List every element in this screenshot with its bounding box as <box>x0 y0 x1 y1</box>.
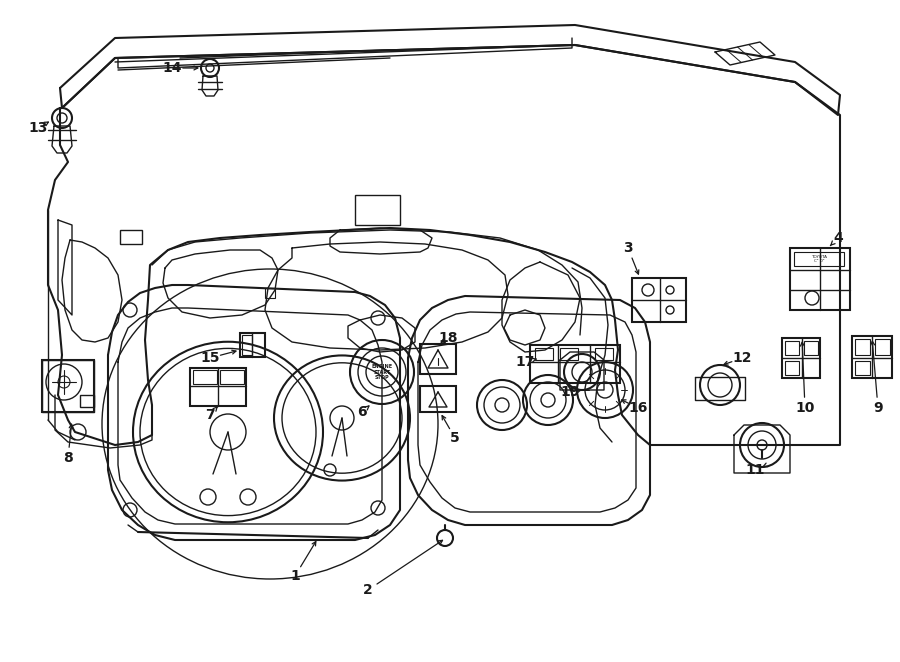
Text: TOYOTA
C² D²: TOYOTA C² D² <box>811 255 827 263</box>
Bar <box>794 252 844 266</box>
Text: 14: 14 <box>162 61 182 75</box>
Text: 8: 8 <box>63 451 73 465</box>
Bar <box>120 230 142 244</box>
Text: 9: 9 <box>873 401 883 415</box>
Text: 12: 12 <box>733 351 751 365</box>
Text: 19: 19 <box>561 385 580 399</box>
Bar <box>42 360 94 412</box>
Text: ENGINE
START
STOP: ENGINE START STOP <box>372 363 392 380</box>
Bar <box>535 348 553 360</box>
Text: 15: 15 <box>200 351 220 365</box>
Bar <box>240 333 265 357</box>
Bar <box>80 395 94 407</box>
Bar <box>420 344 456 374</box>
Bar <box>220 370 244 384</box>
Bar <box>790 248 850 310</box>
Bar <box>785 361 799 375</box>
Text: 7: 7 <box>205 408 215 422</box>
Bar <box>560 348 578 360</box>
Bar <box>875 339 890 355</box>
Bar <box>782 338 820 378</box>
Text: 1: 1 <box>290 569 300 583</box>
Text: 10: 10 <box>796 401 814 415</box>
Text: 2: 2 <box>363 583 373 597</box>
Bar <box>42 360 94 412</box>
Text: 18: 18 <box>438 331 458 345</box>
Bar <box>355 195 400 225</box>
Bar <box>804 341 818 355</box>
Text: 5: 5 <box>450 431 460 445</box>
Bar <box>855 339 870 355</box>
Bar <box>855 361 870 375</box>
Bar <box>530 345 620 383</box>
Text: 6: 6 <box>357 405 367 419</box>
Bar <box>265 288 275 298</box>
Bar <box>420 386 456 412</box>
Text: 13: 13 <box>28 121 48 135</box>
Text: 4: 4 <box>833 231 843 245</box>
Bar <box>632 278 686 322</box>
Bar <box>595 348 613 360</box>
Text: 11: 11 <box>745 463 765 477</box>
Bar <box>242 335 252 355</box>
Text: 16: 16 <box>628 401 648 415</box>
Bar <box>852 336 892 378</box>
Bar <box>785 341 799 355</box>
Text: 17: 17 <box>516 355 535 369</box>
Bar <box>193 370 217 384</box>
Bar <box>190 368 246 406</box>
Text: 3: 3 <box>623 241 633 255</box>
